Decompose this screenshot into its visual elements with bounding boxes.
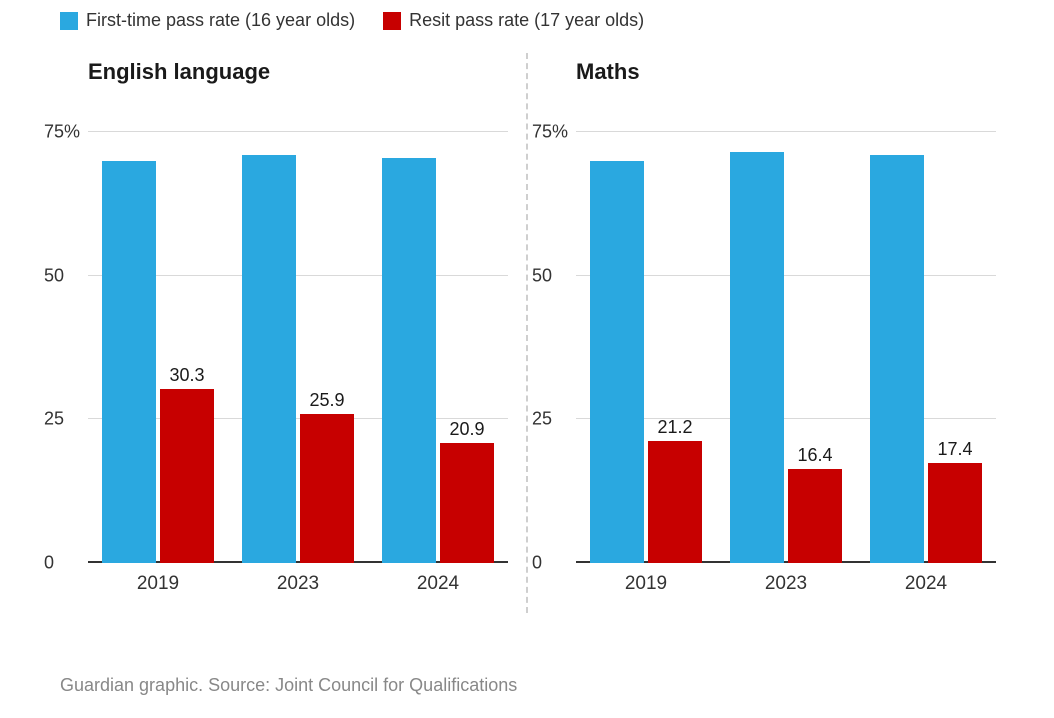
bar-group: 17.4 [870,155,982,563]
panel-title: Maths [576,59,996,85]
source-text: Guardian graphic. Source: Joint Council … [60,675,517,696]
bar-group: 21.2 [590,161,702,564]
y-axis-label: 75% [44,121,80,142]
x-axis-label: 2019 [137,573,179,595]
y-axis-label: 50 [44,265,64,286]
legend-item-resit: Resit pass rate (17 year olds) [383,10,644,31]
bar-first-time [242,155,296,563]
bar-groups: 21.2 16.4 17.4 [576,103,996,563]
bar-resit: 21.2 [648,441,702,563]
bar-group: 20.9 [382,158,494,563]
y-axis-label: 25 [532,409,552,430]
y-axis-label: 0 [532,553,542,574]
bar-value-label: 20.9 [449,419,484,440]
bar-group: 25.9 [242,155,354,563]
legend-item-first-time: First-time pass rate (16 year olds) [60,10,355,31]
x-axis-label: 2024 [417,573,459,595]
plot-area: 0255075%30.325.920.9 [88,103,508,563]
chart-legend: First-time pass rate (16 year olds) Resi… [40,10,1014,31]
panel-title: English language [88,59,508,85]
bar-resit: 16.4 [788,469,842,563]
bar-value-label: 25.9 [309,390,344,411]
bar-group: 16.4 [730,152,842,563]
bar-value-label: 16.4 [797,445,832,466]
bar-first-time [382,158,436,563]
x-axis-label: 2024 [905,573,947,595]
panel-english: English language 0 25 50 75% 30.3 25.9 20.9 20… [40,59,526,613]
x-axis-label: 2023 [765,573,807,595]
y-axis-label: 25 [44,409,64,430]
x-axis-labels: 2019 2023 2024 [576,573,996,595]
bar-first-time [730,152,784,563]
legend-label: Resit pass rate (17 year olds) [409,10,644,31]
chart-container: English language 0 25 50 75% 30.3 25.9 20.9 20… [40,59,1014,613]
y-axis-label: 0 [44,553,54,574]
panel-maths: Maths 0 25 50 75% 21.2 16.4 17.4 2019 2023 2024 [528,59,1014,613]
legend-swatch [383,12,401,30]
bar-value-label: 17.4 [937,439,972,460]
bar-resit: 30.3 [160,389,214,563]
x-axis-labels: 2019 2023 2024 [88,573,508,595]
bar-groups: 30.3 25.9 20.9 [88,103,508,563]
plot-area: 0255075%21.216.417.4 [576,103,996,563]
y-axis-label: 75% [532,121,568,142]
bar-value-label: 21.2 [657,417,692,438]
bar-group: 30.3 [102,161,214,564]
x-axis-label: 2023 [277,573,319,595]
x-axis-label: 2019 [625,573,667,595]
bar-resit: 25.9 [300,414,354,563]
bar-value-label: 30.3 [169,365,204,386]
y-axis-label: 50 [532,265,552,286]
bar-first-time [870,155,924,563]
bar-first-time [590,161,644,564]
bar-resit: 20.9 [440,443,494,563]
legend-label: First-time pass rate (16 year olds) [86,10,355,31]
bar-resit: 17.4 [928,463,982,563]
legend-swatch [60,12,78,30]
bar-first-time [102,161,156,564]
